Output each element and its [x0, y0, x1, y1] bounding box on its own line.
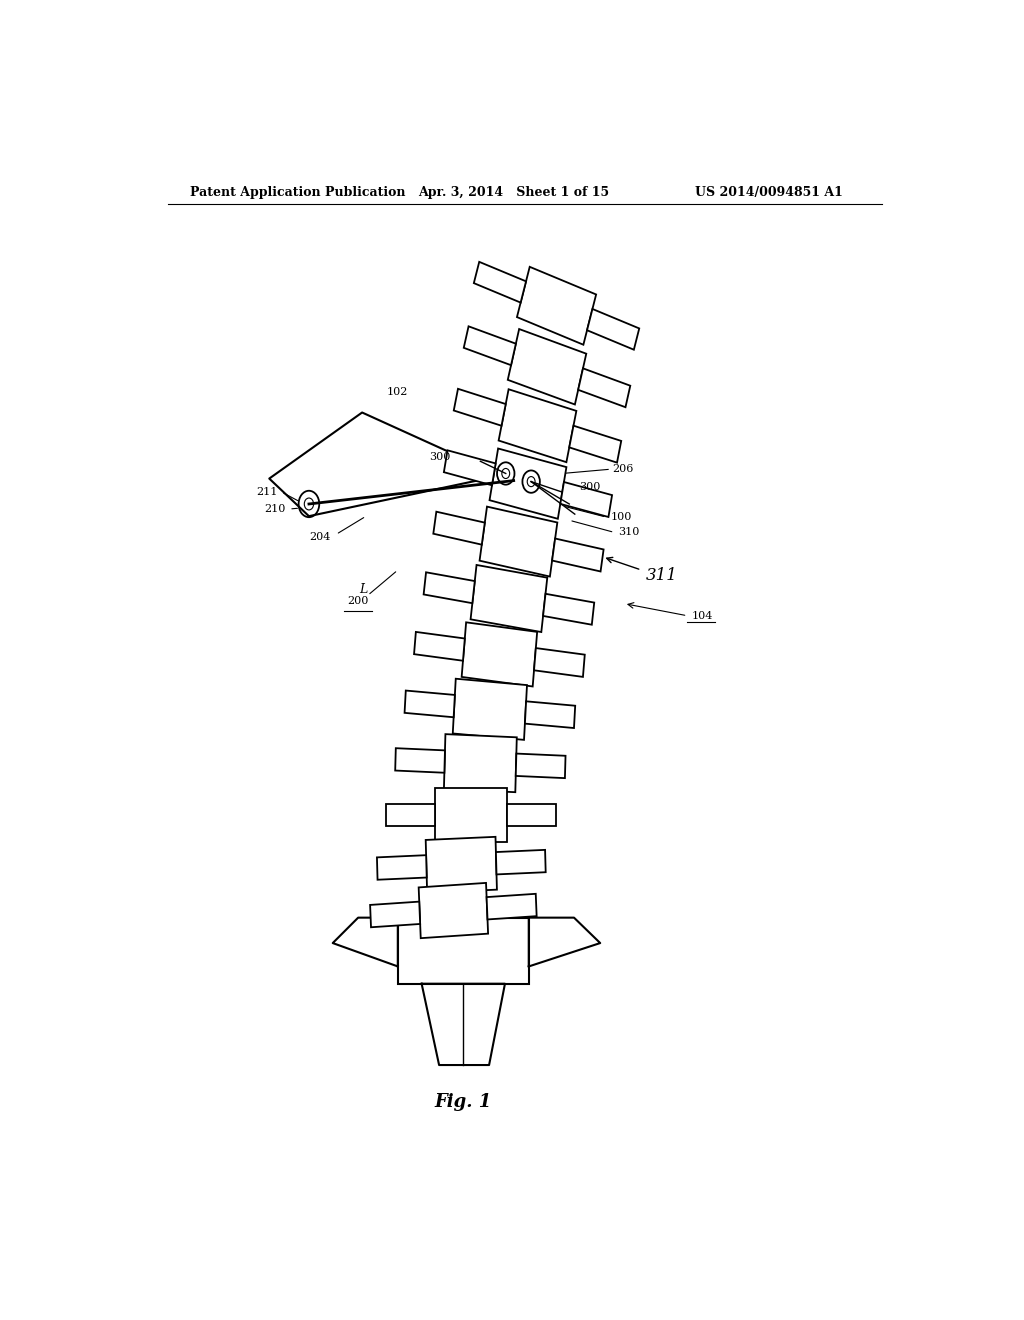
Bar	[499, 389, 577, 462]
Polygon shape	[422, 983, 505, 1065]
Text: 300: 300	[580, 482, 600, 491]
Bar	[377, 855, 427, 879]
Text: Patent Application Publication: Patent Application Publication	[189, 186, 406, 199]
Bar	[386, 804, 435, 826]
Bar	[404, 690, 455, 717]
Bar	[579, 368, 631, 407]
Text: 300: 300	[429, 453, 451, 462]
Bar	[414, 632, 465, 661]
Bar	[397, 917, 528, 983]
Text: 200: 200	[347, 595, 369, 606]
Bar	[433, 512, 484, 545]
Text: 311: 311	[645, 566, 677, 583]
Bar	[507, 804, 556, 826]
Bar	[587, 309, 639, 350]
Bar	[508, 329, 587, 404]
Text: 204: 204	[309, 532, 331, 541]
Bar	[534, 648, 585, 677]
Bar	[569, 425, 622, 462]
Text: 104: 104	[691, 611, 713, 620]
Bar	[426, 837, 497, 892]
Bar	[486, 894, 537, 920]
Bar	[464, 326, 516, 366]
Text: US 2014/0094851 A1: US 2014/0094851 A1	[695, 186, 844, 199]
Text: 211: 211	[256, 487, 278, 496]
Bar	[552, 539, 603, 572]
Bar	[462, 622, 538, 686]
Bar	[419, 883, 488, 939]
Bar	[489, 449, 566, 519]
Bar	[454, 389, 506, 426]
Bar	[560, 482, 612, 517]
Bar	[444, 734, 517, 792]
Bar	[516, 754, 565, 777]
Bar	[474, 261, 526, 302]
Text: Fig. 1: Fig. 1	[434, 1093, 492, 1110]
Bar	[471, 565, 547, 632]
Text: L: L	[358, 583, 367, 595]
Bar	[496, 850, 546, 874]
Text: 206: 206	[612, 465, 634, 474]
Text: 102: 102	[387, 387, 409, 397]
Bar	[543, 594, 594, 624]
Bar	[395, 748, 445, 772]
Text: 100: 100	[610, 512, 632, 523]
Bar	[517, 267, 596, 345]
Bar	[435, 788, 507, 842]
Bar	[453, 678, 527, 739]
Text: 310: 310	[618, 528, 640, 537]
Bar	[370, 902, 420, 927]
Bar	[479, 507, 557, 577]
Text: 210: 210	[264, 504, 285, 513]
Bar	[525, 701, 575, 729]
Text: Apr. 3, 2014   Sheet 1 of 15: Apr. 3, 2014 Sheet 1 of 15	[418, 186, 609, 199]
Bar	[424, 573, 475, 603]
Polygon shape	[528, 917, 600, 966]
Polygon shape	[333, 917, 397, 966]
Bar	[443, 450, 496, 486]
